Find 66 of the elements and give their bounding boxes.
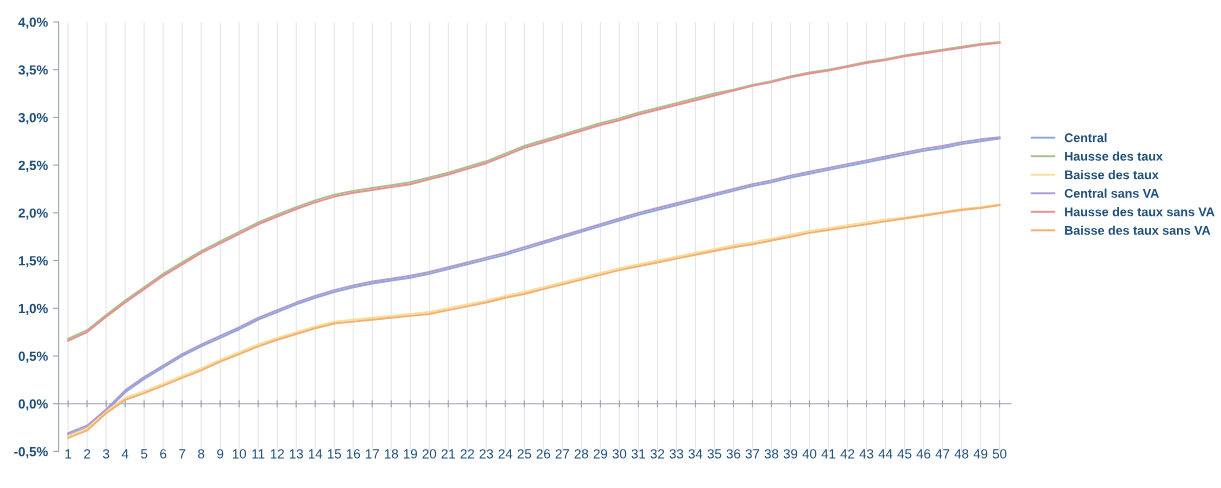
y-tick-label: -0,5% — [14, 446, 48, 459]
x-tick-label: 44 — [878, 449, 893, 459]
x-tick-label: 10 — [232, 449, 247, 459]
x-tick-label: 19 — [403, 449, 417, 459]
x-tick-label: 41 — [821, 449, 836, 459]
y-tick-label: 1,0% — [18, 303, 48, 316]
legend-label: Baisse des taux sans VA — [1065, 225, 1211, 235]
legend-label: Hausse des taux sans VA — [1065, 207, 1215, 217]
x-tick-label: 5 — [141, 449, 148, 459]
y-tick-label: 3,5% — [18, 65, 48, 77]
x-tick-label: 26 — [536, 449, 551, 459]
x-tick-label: 32 — [650, 449, 665, 459]
x-tick-label: 15 — [327, 449, 342, 459]
x-tick-label: 14 — [308, 449, 323, 459]
x-tick-label: 17 — [365, 449, 379, 459]
x-tick-label: 27 — [555, 449, 570, 459]
legend-label: Baisse des taux — [1065, 170, 1159, 180]
x-tick-label: 49 — [973, 449, 988, 459]
x-tick-label: 2 — [84, 449, 91, 459]
x-tick-label: 20 — [422, 449, 437, 459]
x-tick-label: 28 — [574, 449, 589, 459]
x-tick-label: 36 — [726, 449, 741, 459]
x-tick-label: 40 — [802, 449, 817, 459]
x-tick-label: 11 — [252, 449, 265, 459]
x-tick-label: 1 — [65, 449, 72, 459]
x-tick-label: 45 — [897, 449, 912, 459]
x-tick-label: 24 — [498, 449, 513, 459]
y-tick-label: 3,0% — [18, 112, 48, 125]
y-tick-label: 0,0% — [18, 399, 48, 411]
y-tick-label: 0,5% — [18, 351, 48, 363]
x-tick-label: 25 — [517, 449, 532, 459]
y-tick-label: 2,5% — [18, 160, 48, 172]
x-tick-label: 22 — [460, 449, 474, 459]
x-tick-label: 4 — [121, 449, 129, 459]
x-tick-label: 13 — [289, 449, 303, 459]
x-tick-label: 42 — [840, 449, 855, 459]
x-tick-label: 31 — [631, 449, 646, 459]
x-tick-label: 6 — [160, 449, 167, 459]
x-tick-label: 35 — [707, 449, 722, 459]
x-tick-label: 21 — [441, 449, 455, 459]
x-tick-label: 47 — [935, 449, 950, 459]
legend-label: Hausse des taux — [1065, 151, 1163, 161]
x-tick-label: 48 — [954, 449, 969, 459]
x-tick-label: 12 — [270, 449, 284, 459]
x-tick-label: 46 — [916, 449, 931, 459]
y-tick-label: 1,5% — [18, 256, 48, 268]
x-tick-label: 16 — [346, 449, 361, 459]
x-tick-label: 18 — [384, 449, 399, 459]
x-tick-label: 8 — [198, 449, 205, 459]
x-tick-label: 34 — [688, 449, 703, 459]
x-tick-label: 43 — [859, 449, 874, 459]
x-tick-label: 39 — [783, 449, 798, 459]
x-tick-label: 50 — [992, 449, 1007, 459]
y-tick-label: 2,0% — [18, 208, 48, 220]
legend-label: Central sans VA — [1064, 188, 1159, 198]
y-tick-label: 4,0% — [18, 17, 48, 29]
x-tick-label: 33 — [669, 449, 684, 459]
x-tick-label: 38 — [764, 449, 779, 459]
x-tick-label: 3 — [102, 449, 110, 459]
x-tick-label: 7 — [179, 449, 186, 459]
legend-label: Central — [1064, 133, 1107, 143]
x-tick-label: 29 — [593, 449, 608, 459]
x-tick-label: 23 — [479, 449, 494, 459]
x-tick-label: 37 — [745, 449, 760, 459]
x-tick-label: 9 — [217, 449, 224, 459]
x-tick-label: 30 — [612, 449, 627, 459]
